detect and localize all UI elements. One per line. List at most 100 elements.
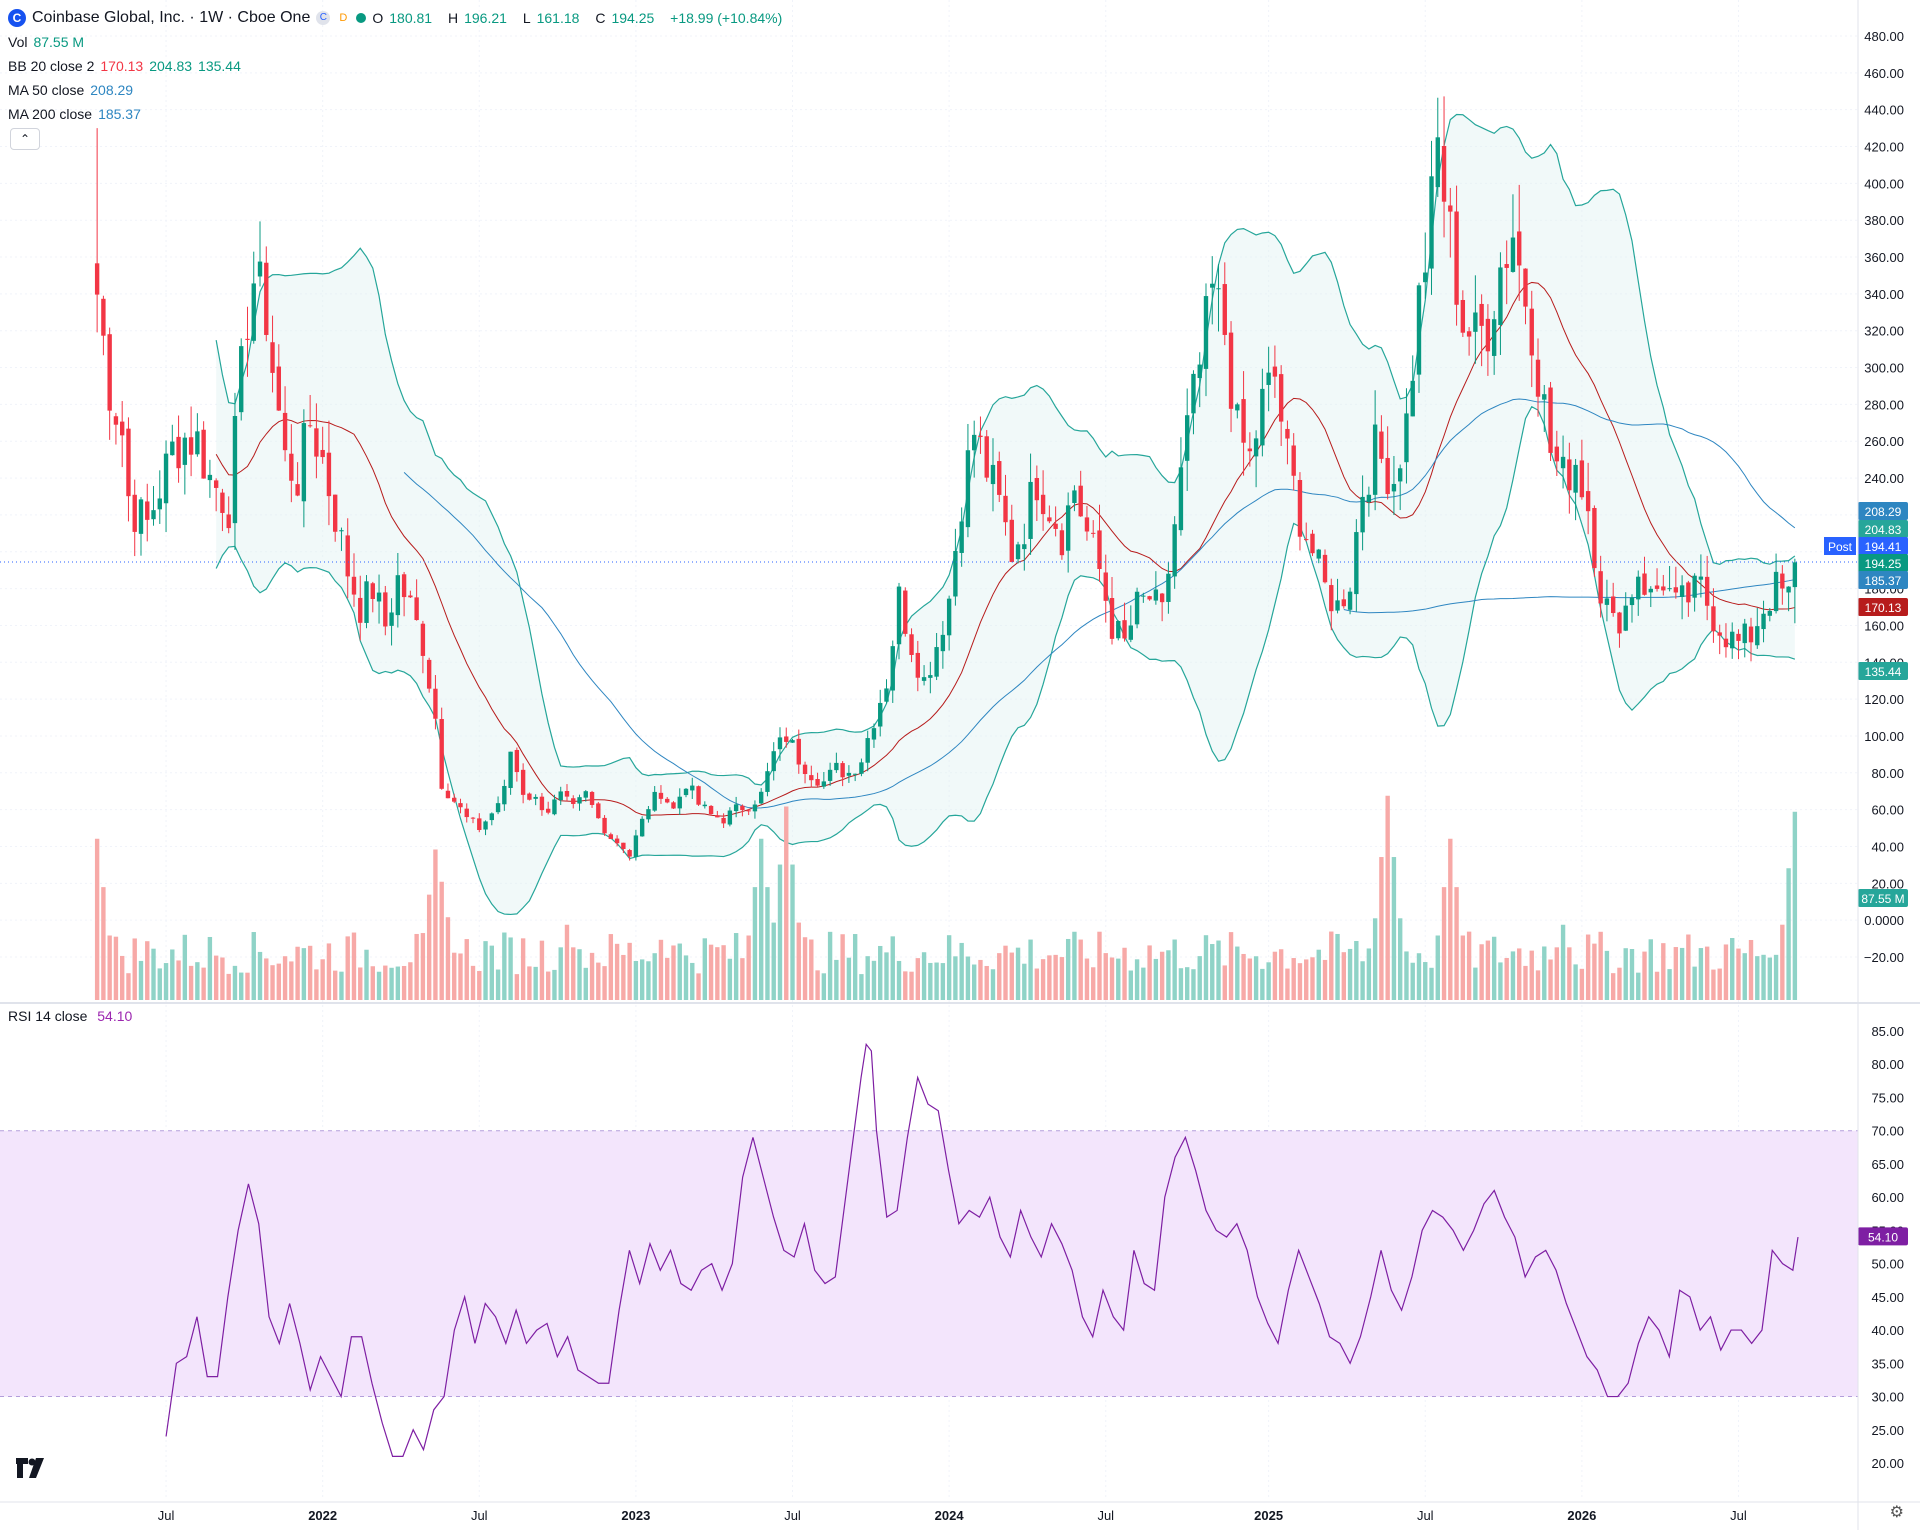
settings-gear-icon[interactable]: ⚙ bbox=[1889, 1504, 1904, 1521]
volume-bar bbox=[1372, 918, 1378, 1000]
candle-body bbox=[1742, 623, 1747, 644]
volume-bar bbox=[1730, 938, 1735, 1000]
chevron-up-icon[interactable]: ⌃ bbox=[10, 128, 40, 150]
volume-bar bbox=[1780, 924, 1785, 1000]
volume-bar bbox=[1159, 951, 1165, 1000]
ma50-legend[interactable]: MA 50 close 208.29 bbox=[8, 78, 788, 102]
candle-body bbox=[1047, 517, 1052, 522]
candle-body bbox=[790, 740, 795, 743]
candle-body bbox=[207, 474, 213, 481]
volume-bar bbox=[928, 962, 933, 1000]
volume-bar bbox=[1416, 953, 1422, 1000]
volume-bar bbox=[752, 887, 758, 1000]
volume-bar bbox=[94, 838, 100, 1000]
candle-body bbox=[1316, 549, 1321, 559]
volume-bar bbox=[113, 936, 119, 1000]
currency-c-icon[interactable]: C bbox=[316, 11, 331, 25]
volume-legend[interactable]: Vol 87.55 M bbox=[8, 30, 788, 54]
volume-bar bbox=[1084, 958, 1090, 1000]
volume-bar bbox=[1347, 948, 1353, 1000]
candle-body bbox=[809, 775, 814, 781]
candle-body bbox=[708, 805, 714, 815]
bb-lower-value: 135.44 bbox=[198, 58, 241, 74]
volume-bar bbox=[1203, 935, 1209, 1000]
candle-body bbox=[1636, 576, 1641, 600]
rsi-legend[interactable]: RSI 14 close 54.10 bbox=[8, 1008, 132, 1024]
candle-body bbox=[289, 453, 294, 481]
candle-body bbox=[1623, 605, 1628, 631]
symbol-title[interactable]: Coinbase Global, Inc. · 1W · Cboe One bbox=[32, 9, 311, 26]
bollinger-lower-line bbox=[215, 405, 1796, 916]
volume-bar bbox=[527, 966, 532, 1000]
candle-body bbox=[295, 484, 300, 496]
candle-body bbox=[671, 802, 676, 809]
volume-bar bbox=[571, 947, 576, 1000]
volume-bar bbox=[1629, 949, 1635, 1000]
candle-body bbox=[965, 450, 971, 528]
candle-body bbox=[138, 499, 144, 534]
candle-body bbox=[1610, 596, 1616, 614]
volume-bar bbox=[1216, 940, 1221, 1000]
volume-bar bbox=[658, 939, 664, 1000]
tradingview-logo-icon[interactable] bbox=[14, 1454, 50, 1482]
candle-body bbox=[1473, 312, 1478, 332]
open-value: 180.81 bbox=[389, 10, 433, 26]
volume-bar bbox=[796, 922, 801, 1000]
candle-body bbox=[1529, 308, 1534, 356]
volume-bar bbox=[1003, 945, 1008, 1000]
volume-bar bbox=[1022, 963, 1027, 1000]
volume-bar bbox=[508, 937, 513, 1000]
high-label: H bbox=[447, 10, 459, 26]
badge-volume-text: 87.55 M bbox=[1861, 892, 1904, 906]
volume-bars bbox=[94, 795, 1798, 1000]
volume-bar bbox=[170, 949, 175, 1000]
volume-bar bbox=[1573, 964, 1578, 1000]
ma200-value: 185.37 bbox=[98, 106, 141, 122]
candle-body bbox=[539, 796, 545, 811]
volume-bar bbox=[665, 957, 670, 1000]
candle-body bbox=[934, 647, 939, 677]
candle-body bbox=[1116, 620, 1121, 639]
volume-bar bbox=[790, 864, 795, 1000]
candle-body bbox=[946, 598, 952, 636]
volume-bar bbox=[1585, 934, 1591, 1000]
candle-body bbox=[1172, 524, 1177, 577]
volume-bar bbox=[1510, 951, 1516, 1000]
bollinger-basis-line bbox=[215, 281, 1795, 817]
data-delayed-icon[interactable]: D bbox=[336, 11, 351, 25]
bb-label: BB 20 close 2 bbox=[8, 58, 95, 74]
volume-bar bbox=[401, 965, 407, 1000]
candle-body bbox=[1554, 446, 1560, 462]
candle-body bbox=[395, 575, 401, 616]
ma200-legend[interactable]: MA 200 close 185.37 bbox=[8, 102, 788, 126]
candle-body bbox=[1247, 448, 1253, 452]
candle-body bbox=[1354, 532, 1359, 595]
volume-bar bbox=[1504, 957, 1509, 1000]
volume-bar bbox=[715, 947, 720, 1000]
volume-bar bbox=[1673, 947, 1679, 1000]
candle-body bbox=[1147, 596, 1152, 600]
candle-body bbox=[1617, 612, 1622, 634]
candle-body bbox=[339, 530, 344, 532]
candle-body bbox=[1053, 523, 1058, 529]
badge-volume: 87.55 M bbox=[1858, 889, 1908, 907]
bollinger-legend[interactable]: BB 20 close 2 170.13 204.83 135.44 bbox=[8, 54, 788, 78]
volume-bar bbox=[1498, 962, 1503, 1000]
volume-bar bbox=[289, 961, 294, 1000]
volume-bar bbox=[257, 951, 263, 1000]
rsi-tick-label: 25.00 bbox=[1871, 1423, 1904, 1438]
volume-bar bbox=[1272, 951, 1278, 1000]
volume-bar bbox=[1792, 811, 1798, 1000]
volume-bar bbox=[1448, 838, 1453, 1000]
ma200-line bbox=[1343, 579, 1795, 614]
volume-bar bbox=[758, 838, 764, 1000]
volume-bar bbox=[809, 939, 814, 1000]
volume-bar bbox=[984, 965, 989, 1000]
candle-body bbox=[1228, 332, 1234, 409]
candle-body bbox=[1711, 606, 1716, 632]
volume-bar bbox=[414, 933, 419, 1000]
volume-bar bbox=[182, 934, 188, 1000]
candle-body bbox=[758, 791, 764, 804]
